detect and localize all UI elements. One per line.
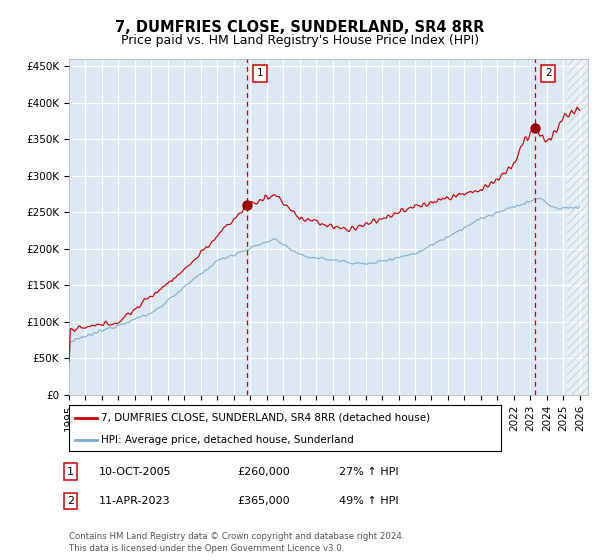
Text: 49% ↑ HPI: 49% ↑ HPI — [339, 496, 398, 506]
Text: 7, DUMFRIES CLOSE, SUNDERLAND, SR4 8RR (detached house): 7, DUMFRIES CLOSE, SUNDERLAND, SR4 8RR (… — [101, 413, 431, 423]
Text: Contains HM Land Registry data © Crown copyright and database right 2024.
This d: Contains HM Land Registry data © Crown c… — [69, 532, 404, 553]
Text: 7, DUMFRIES CLOSE, SUNDERLAND, SR4 8RR: 7, DUMFRIES CLOSE, SUNDERLAND, SR4 8RR — [115, 20, 485, 35]
Text: HPI: Average price, detached house, Sunderland: HPI: Average price, detached house, Sund… — [101, 435, 354, 445]
Text: 2: 2 — [67, 496, 74, 506]
Text: 1: 1 — [256, 68, 263, 78]
Text: 2: 2 — [545, 68, 551, 78]
Text: £365,000: £365,000 — [237, 496, 290, 506]
Text: Price paid vs. HM Land Registry's House Price Index (HPI): Price paid vs. HM Land Registry's House … — [121, 34, 479, 46]
Text: 1: 1 — [67, 466, 74, 477]
Text: 11-APR-2023: 11-APR-2023 — [99, 496, 170, 506]
Text: £260,000: £260,000 — [237, 466, 290, 477]
Text: 27% ↑ HPI: 27% ↑ HPI — [339, 466, 398, 477]
Text: 10-OCT-2005: 10-OCT-2005 — [99, 466, 172, 477]
